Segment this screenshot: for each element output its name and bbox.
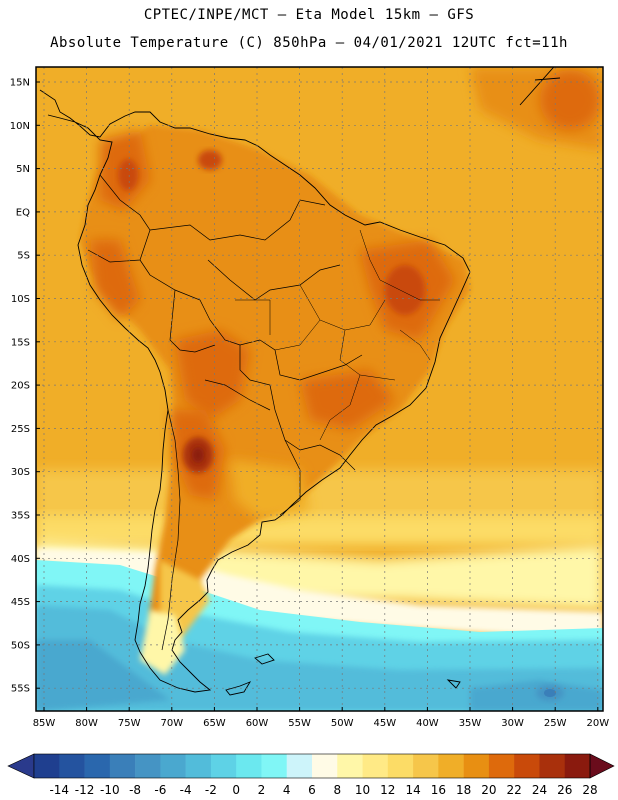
lat-label: 40S <box>11 554 30 565</box>
lon-label: 45W <box>373 718 396 729</box>
country-borders <box>87 174 363 651</box>
colorbar-swatch <box>438 754 464 778</box>
colorbar: -14 -12 -10 -8 -6 -4 -2 0 2 4 6 8 10 12 14 16 18 20 22 24 26… <box>7 753 615 797</box>
lon-label: 30W <box>501 718 524 729</box>
colorbar-swatch <box>261 754 288 778</box>
colorbar-swatch <box>84 754 111 778</box>
colorbar-label: 24 <box>532 783 547 797</box>
colorbar-over-arrow <box>589 753 615 779</box>
lat-label: 30S <box>11 467 30 478</box>
lat-label: 25S <box>11 424 30 435</box>
colorbar-under-arrow <box>7 753 35 779</box>
map-title-line2: Absolute Temperature (C) 850hPa — 04/01/… <box>50 35 568 51</box>
colorbar-swatch <box>135 754 161 778</box>
coastline <box>39 67 561 696</box>
colorbar-frame <box>33 753 591 779</box>
map-frame <box>35 66 604 712</box>
colorbar-swatch <box>514 754 540 778</box>
colorbar-swatch <box>413 754 439 778</box>
lon-label: 50W <box>331 718 354 729</box>
lon-label: 70W <box>160 718 183 729</box>
lon-label: 35W <box>459 718 482 729</box>
colorbar-swatch <box>185 754 212 778</box>
colorbar-label: 18 <box>456 783 471 797</box>
lat-label: 45S <box>11 597 30 608</box>
colorbar-label: 20 <box>481 783 496 797</box>
colorbar-swatch <box>109 754 136 778</box>
lat-label: 20S <box>11 381 30 392</box>
colorbar-swatch <box>34 754 60 778</box>
lon-label: 55W <box>288 718 311 729</box>
lat-label: 55S <box>11 684 30 695</box>
colorbar-label: 26 <box>557 783 572 797</box>
latitude-labels: 15N 10N 5N EQ 5S 10S 15S 20S 25S 30S 35S 40S 45S 50S 5… <box>10 78 40 695</box>
colorbar-label: 14 <box>405 783 420 797</box>
colorbar-swatch <box>463 754 490 778</box>
lat-label: 5N <box>16 164 30 175</box>
colorbar-label: 2 <box>258 783 266 797</box>
longitude-labels: 85W 80W 75W 70W 65W 60W 55W 50W 45W 40W 35W 30W 25W 2… <box>33 707 609 729</box>
colorbar-label: 6 <box>308 783 316 797</box>
colorbar-label: 12 <box>380 783 395 797</box>
colorbar-label: 0 <box>232 783 240 797</box>
colorbar-label: -6 <box>154 783 166 797</box>
lat-label: 50S <box>11 640 30 651</box>
colorbar-swatch <box>236 754 262 778</box>
colorbar-label: 10 <box>355 783 370 797</box>
lon-label: 65W <box>203 718 226 729</box>
colorbar-swatch <box>337 754 363 778</box>
lon-label: 80W <box>75 718 98 729</box>
colorbar-swatch <box>286 754 313 778</box>
colorbar-label: -2 <box>205 783 217 797</box>
lat-label: 15N <box>10 78 30 89</box>
colorbar-swatch <box>362 754 389 778</box>
colorbar-swatch <box>488 754 515 778</box>
colorbar-swatch <box>59 754 85 778</box>
lat-label: 35S <box>11 511 30 522</box>
colorbar-label: 8 <box>333 783 341 797</box>
lat-label: 10N <box>10 121 30 132</box>
lon-label: 40W <box>416 718 439 729</box>
colorbar-swatch <box>564 754 591 778</box>
lon-label: 75W <box>118 718 141 729</box>
colorbar-label: 16 <box>431 783 446 797</box>
lat-label: 5S <box>17 251 30 262</box>
lon-label: 60W <box>246 718 269 729</box>
lon-label: 20W <box>586 718 609 729</box>
temperature-field <box>36 67 603 711</box>
colorbar-swatch <box>387 754 414 778</box>
lat-label: 10S <box>11 294 30 305</box>
gridlines <box>36 67 603 711</box>
colorbar-label: -14 <box>49 783 69 797</box>
lat-label: EQ <box>16 207 30 218</box>
colorbar-swatch <box>539 754 566 778</box>
colorbar-swatch <box>312 754 338 778</box>
lon-label: 85W <box>33 718 56 729</box>
colorbar-swatch <box>210 754 237 778</box>
colorbar-label: -8 <box>129 783 141 797</box>
map-title-line1: CPTEC/INPE/MCT — Eta Model 15km — GFS <box>143 7 475 23</box>
colorbar-label: 4 <box>283 783 291 797</box>
colorbar-label: -4 <box>180 783 192 797</box>
colorbar-swatch <box>160 754 186 778</box>
lon-label: 25W <box>544 718 567 729</box>
lat-label: 15S <box>11 337 30 348</box>
colorbar-label: -12 <box>75 783 95 797</box>
colorbar-label: 22 <box>507 783 522 797</box>
colorbar-label: -10 <box>100 783 120 797</box>
colorbar-label: 28 <box>582 783 597 797</box>
